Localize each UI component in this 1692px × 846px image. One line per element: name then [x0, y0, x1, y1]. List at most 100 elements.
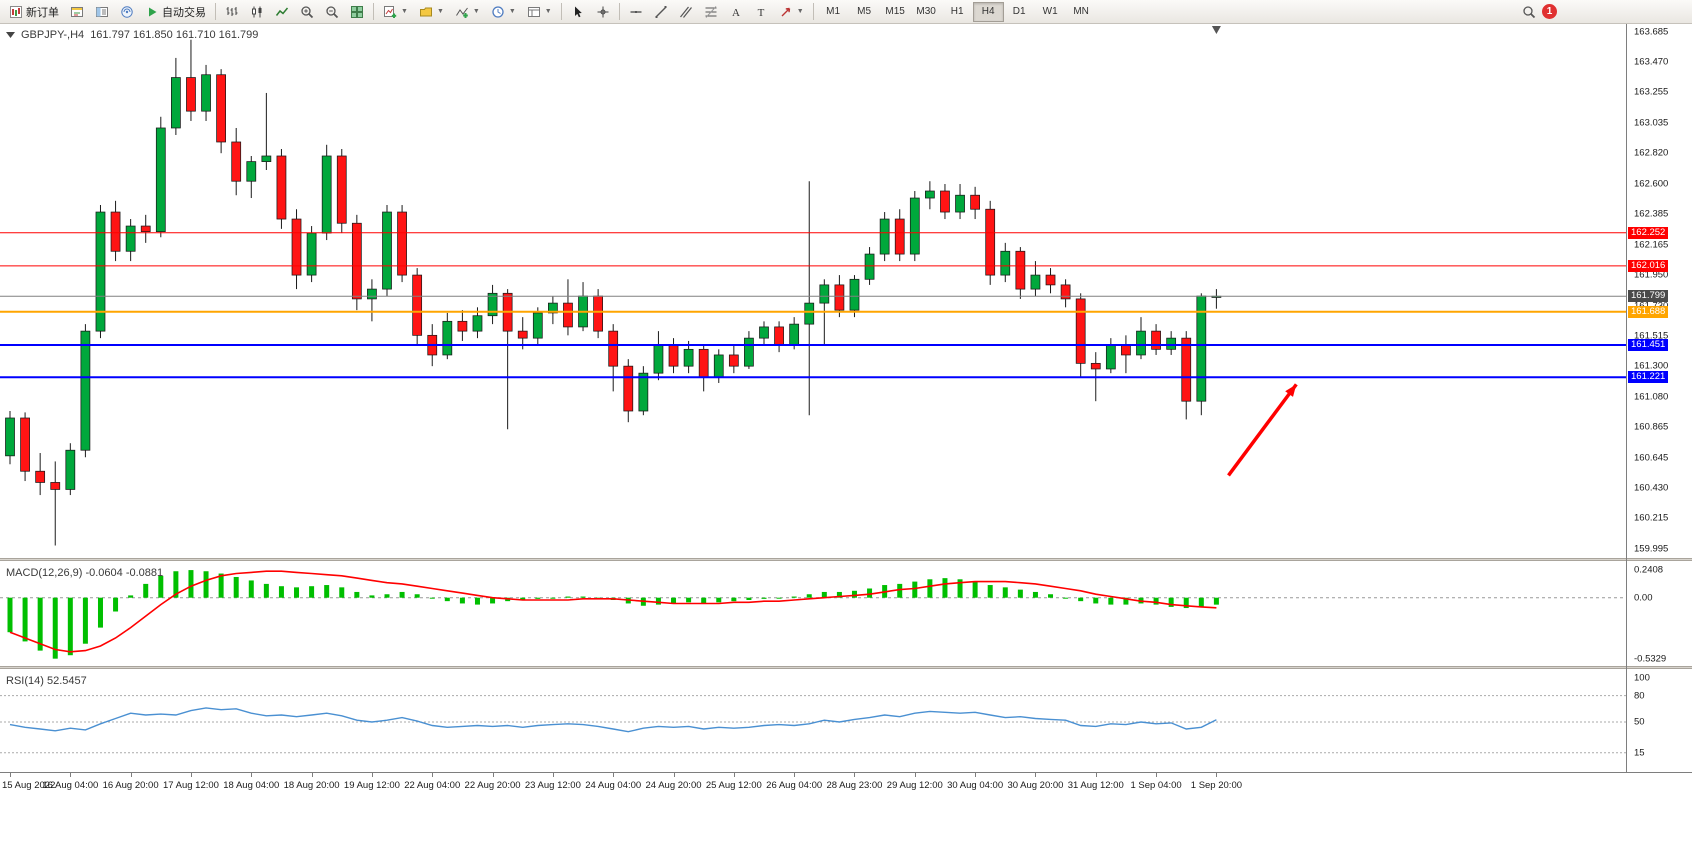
- new-order-button[interactable]: 新订单: [4, 2, 64, 22]
- navigator-icon: [96, 6, 108, 17]
- macd-histogram-bar: [474, 597, 480, 605]
- macd-histogram-bar: [1048, 594, 1054, 598]
- price-axis-label: 160.215: [1634, 512, 1669, 524]
- macd-histogram-bar: [188, 570, 194, 598]
- time-axis[interactable]: 15 Aug 2022 16 Aug 04:00 16 Aug 20:00 17 Au…: [0, 772, 1692, 802]
- price-axis-label: 162.820: [1634, 147, 1669, 159]
- svg-text:A: A: [732, 7, 740, 19]
- arrows-tool-button[interactable]: ▼: [774, 2, 809, 22]
- symbol-collapse-icon[interactable]: [6, 31, 15, 39]
- macd-histogram-bar: [309, 586, 315, 598]
- zoom-in-button[interactable]: [295, 2, 319, 22]
- macd-histogram-bar: [565, 596, 571, 598]
- crosshair-button[interactable]: [591, 2, 615, 22]
- time-axis-tick: [190, 773, 192, 777]
- search-button[interactable]: [1517, 2, 1541, 22]
- candle-body: [1105, 344, 1116, 370]
- zoom-out-button[interactable]: [320, 2, 344, 22]
- pivot-line-orange-price-tag: 161.688: [1628, 305, 1669, 318]
- candle-body: [879, 218, 890, 255]
- terminal-button[interactable]: [115, 2, 139, 22]
- macd-histogram-bar: [490, 597, 496, 604]
- macd-histogram-bar: [1183, 597, 1189, 609]
- horizontal-line-tool-button[interactable]: [624, 2, 648, 22]
- macd-histogram-bar: [37, 597, 43, 651]
- annotation-arrow[interactable]: [1227, 383, 1298, 477]
- main-chart-canvas[interactable]: [0, 24, 1626, 558]
- panel-divider[interactable]: [0, 666, 1692, 669]
- macd-histogram-bar: [278, 586, 284, 598]
- support-line-2-price-tag: 161.221: [1628, 371, 1669, 384]
- rsi-axis-label: 50: [1634, 716, 1645, 728]
- time-axis-label: 30 Aug 20:00: [1007, 780, 1064, 791]
- candle-body: [563, 302, 573, 328]
- macd-histogram-bar: [535, 597, 541, 599]
- zoom-in-icon: [301, 5, 314, 18]
- time-axis-label: 19 Aug 12:00: [343, 780, 400, 791]
- navigator-button[interactable]: [90, 2, 114, 22]
- chart-bars-button[interactable]: [220, 2, 244, 22]
- timeframe-w1-button[interactable]: W1: [1035, 2, 1066, 22]
- text-icon: A: [732, 7, 740, 19]
- timeframe-h4-button[interactable]: H4: [972, 1, 1004, 22]
- candle-body: [171, 77, 181, 129]
- new-chart-icon: [384, 5, 397, 18]
- time-axis-label: 30 Aug 04:00: [947, 780, 1004, 791]
- macd-panel-canvas[interactable]: [0, 563, 1626, 666]
- candle-body: [231, 141, 242, 182]
- macd-label: MACD(12,26,9) -0.0604 -0.0881: [6, 567, 163, 579]
- notification-badge[interactable]: 1: [1542, 4, 1557, 19]
- ohlc-values: 161.797 161.850 161.710 161.799: [90, 29, 259, 41]
- candle-body: [321, 155, 332, 234]
- profiles-icon: [419, 7, 432, 16]
- indicators-button[interactable]: ▼: [450, 2, 485, 22]
- macd-histogram-bar: [414, 594, 420, 598]
- candle-body: [5, 417, 15, 457]
- price-axis[interactable]: 163.685 163.470 163.255 163.035 162.820 162.6…: [1626, 24, 1692, 772]
- time-axis-tick: [854, 773, 856, 777]
- macd-histogram-bar: [731, 597, 737, 602]
- clock-icon: [492, 5, 504, 18]
- candle-body: [864, 253, 875, 280]
- profiles-button[interactable]: ▼: [414, 2, 449, 22]
- fibonacci-tool-button[interactable]: [699, 2, 723, 22]
- candle-body: [608, 330, 619, 367]
- timeframe-m30-button[interactable]: M30: [911, 2, 942, 22]
- time-axis-tick: [975, 773, 977, 777]
- chevron-down-icon: ▼: [472, 8, 480, 15]
- text-tool-button[interactable]: A: [724, 2, 748, 22]
- candle-body: [35, 470, 46, 483]
- price-axis-label: 161.080: [1634, 391, 1669, 403]
- templates-button[interactable]: ▼: [522, 2, 557, 22]
- cursor-button[interactable]: [566, 2, 590, 22]
- chart-shift-marker[interactable]: [1211, 26, 1221, 34]
- chart-line-button[interactable]: [270, 2, 294, 22]
- market-watch-button[interactable]: [65, 2, 89, 22]
- tile-windows-button[interactable]: [345, 2, 369, 22]
- label-tool-button[interactable]: T: [749, 2, 773, 22]
- periods-button[interactable]: ▼: [486, 2, 521, 22]
- cursor-icon: [574, 6, 582, 17]
- timeframe-m5-button[interactable]: M5: [849, 2, 880, 22]
- panel-divider[interactable]: [0, 558, 1692, 561]
- macd-axis-label: -0.5329: [1634, 653, 1667, 665]
- macd-histogram-bar: [520, 597, 526, 601]
- timeframe-d1-button[interactable]: D1: [1004, 2, 1035, 22]
- candle-body: [80, 330, 91, 451]
- rsi-panel-canvas[interactable]: [0, 671, 1626, 772]
- candle-body: [291, 218, 302, 276]
- macd-histogram-bar: [897, 583, 903, 598]
- candle-body: [472, 315, 483, 332]
- timeframe-m15-button[interactable]: M15: [880, 2, 911, 22]
- chart-candlesticks-button[interactable]: [245, 2, 269, 22]
- auto-trading-button[interactable]: 自动交易: [140, 2, 211, 22]
- candle-body: [698, 348, 709, 378]
- timeframe-mn-button[interactable]: MN: [1066, 2, 1097, 22]
- channel-tool-button[interactable]: [674, 2, 698, 22]
- macd-histogram-bar: [851, 590, 857, 598]
- trendline-tool-button[interactable]: [649, 2, 673, 22]
- timeframe-m1-button[interactable]: M1: [818, 2, 849, 22]
- new-chart-button[interactable]: ▼: [378, 2, 413, 22]
- price-axis-label: 159.995: [1634, 543, 1669, 555]
- timeframe-h1-button[interactable]: H1: [942, 2, 973, 22]
